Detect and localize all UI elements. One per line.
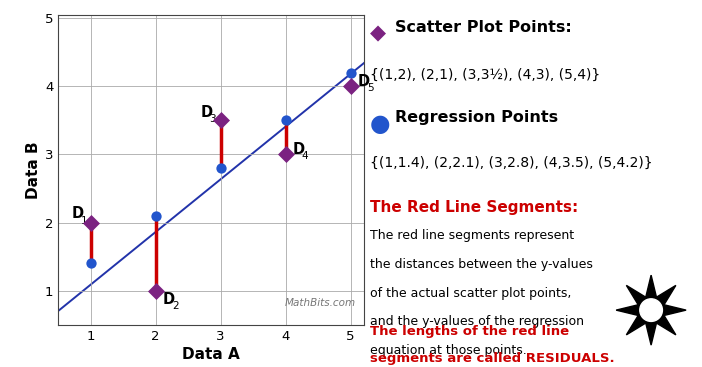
Text: {(1,2), (2,1), (3,3½), (4,3), (5,4)}: {(1,2), (2,1), (3,3½), (4,3), (5,4)}: [370, 68, 600, 82]
Text: segments are called RESIDUALS.: segments are called RESIDUALS.: [370, 352, 614, 364]
Text: D: D: [200, 105, 213, 120]
Text: The lengths of the red line: The lengths of the red line: [370, 325, 569, 338]
Point: [85, 219, 96, 225]
Text: 2: 2: [172, 301, 178, 311]
Text: 3: 3: [210, 114, 216, 124]
Text: of the actual scatter plot points,: of the actual scatter plot points,: [370, 287, 571, 299]
Text: {(1,1.4), (2,2.1), (3,2.8), (4,3.5), (5,4.2)}: {(1,1.4), (2,2.1), (3,2.8), (4,3.5), (5,…: [370, 156, 653, 170]
Text: the distances between the y-values: the distances between the y-values: [370, 258, 592, 271]
Text: D: D: [72, 206, 84, 221]
Text: 4: 4: [302, 152, 308, 161]
Point: [215, 117, 226, 123]
Text: The Red Line Segments:: The Red Line Segments:: [370, 200, 578, 215]
Polygon shape: [616, 275, 686, 345]
Text: 1: 1: [81, 215, 88, 225]
Point: [150, 213, 161, 219]
Point: [85, 261, 96, 266]
Text: D: D: [293, 142, 305, 157]
Text: ●: ●: [370, 112, 390, 136]
Y-axis label: Data B: Data B: [26, 141, 41, 199]
X-axis label: Data A: Data A: [182, 347, 240, 362]
Circle shape: [640, 299, 663, 321]
Text: Regression Points: Regression Points: [395, 110, 558, 125]
Point: [150, 288, 161, 294]
Point: [345, 83, 356, 89]
Text: D: D: [163, 292, 175, 307]
Point: [215, 165, 226, 171]
Point: [280, 117, 291, 123]
Text: D: D: [357, 74, 370, 89]
Text: MathBits.com: MathBits.com: [285, 298, 356, 308]
Text: Scatter Plot Points:: Scatter Plot Points:: [395, 20, 572, 35]
Point: [280, 152, 291, 157]
Text: 5: 5: [367, 83, 373, 93]
Text: ◆: ◆: [370, 24, 386, 44]
Point: [345, 70, 356, 76]
Text: and the y-values of the regression: and the y-values of the regression: [370, 315, 584, 328]
Text: equation at those points.: equation at those points.: [370, 344, 526, 357]
Text: The red line segments represent: The red line segments represent: [370, 229, 574, 242]
